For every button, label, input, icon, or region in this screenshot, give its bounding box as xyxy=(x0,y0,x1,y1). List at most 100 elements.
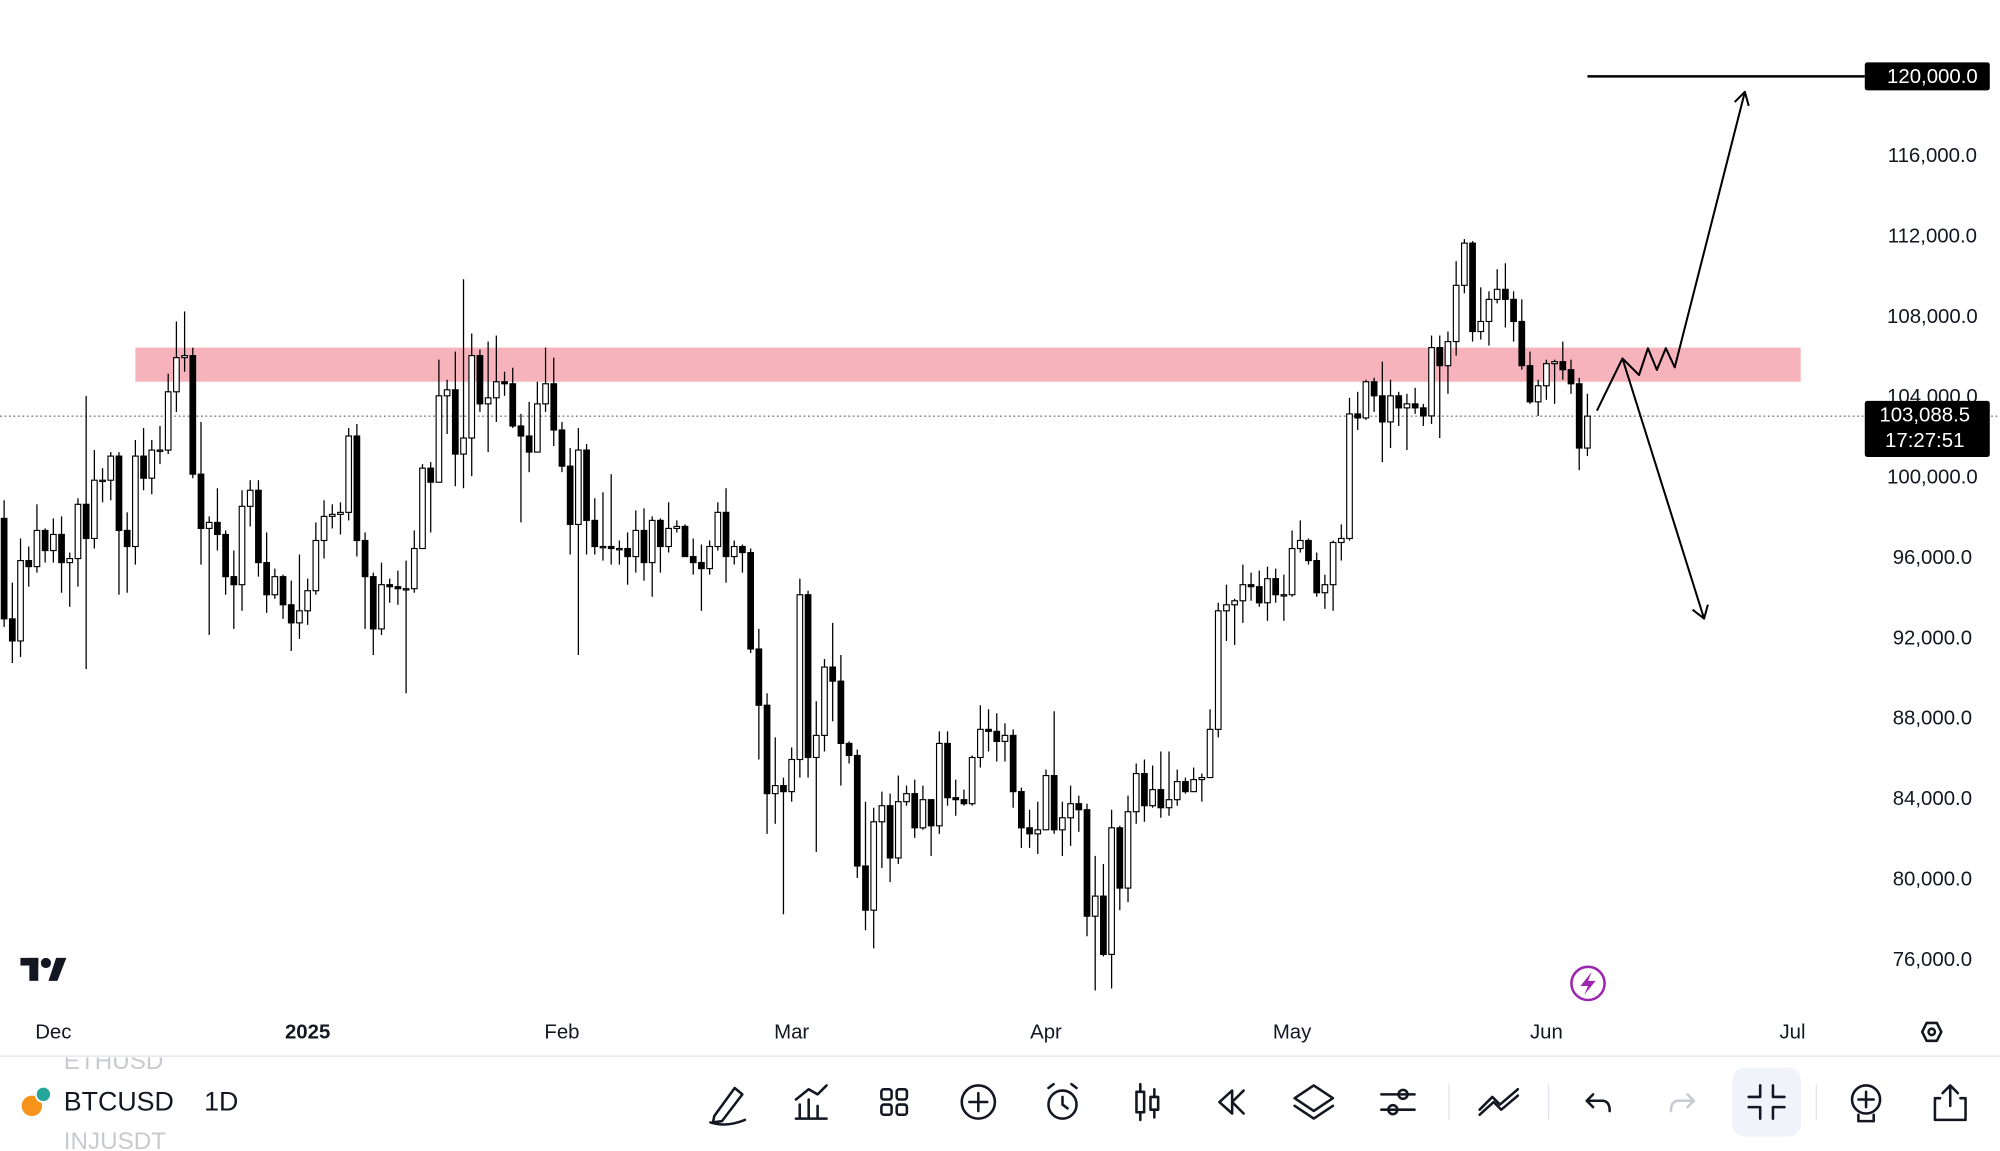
candle-body xyxy=(1419,407,1427,417)
candle-body xyxy=(616,547,623,551)
bearish-path xyxy=(1621,358,1706,619)
candle-body xyxy=(451,389,459,455)
candle-body xyxy=(1124,811,1132,889)
icon-path xyxy=(1047,1082,1078,1110)
candle-body xyxy=(271,576,279,596)
icon-path xyxy=(1397,1088,1409,1101)
candle-body xyxy=(443,389,451,397)
candle-body xyxy=(706,545,713,570)
draw-icon[interactable] xyxy=(709,1086,747,1126)
candle-body xyxy=(1518,320,1526,367)
candle-body xyxy=(1214,610,1222,730)
logo-part xyxy=(20,957,39,966)
ideas-icon[interactable] xyxy=(1850,1084,1882,1123)
candle-body xyxy=(460,437,467,455)
target-label-bg xyxy=(1864,62,1990,91)
symbol: BTCUSD xyxy=(64,1086,174,1116)
share-icon[interactable] xyxy=(1933,1084,1967,1122)
candle-body xyxy=(575,449,582,525)
candle-body xyxy=(337,511,344,515)
icon-path xyxy=(1669,1093,1696,1113)
logo[interactable] xyxy=(20,957,67,981)
add-icon[interactable] xyxy=(960,1084,997,1120)
candle-body xyxy=(263,562,270,596)
candle-body xyxy=(1239,584,1247,602)
flash-icon[interactable] xyxy=(1570,965,1606,1002)
candle-body xyxy=(1485,298,1493,323)
candle-body xyxy=(583,449,590,521)
settings-icon[interactable] xyxy=(1920,1021,1943,1043)
candle-body xyxy=(345,435,353,513)
candle-body xyxy=(58,533,65,564)
icon-path xyxy=(960,1084,997,1120)
candle-body xyxy=(821,666,828,736)
candle-body xyxy=(665,527,672,548)
trend-icon[interactable] xyxy=(1478,1087,1520,1117)
logo-part xyxy=(40,957,52,969)
y-tick-label: 116,000.0 xyxy=(1888,145,1977,167)
symbol-picker[interactable]: ETHUSD BTCUSD INJUSDT xyxy=(64,1048,174,1151)
candle-body xyxy=(1370,381,1378,397)
candle-body xyxy=(1091,895,1099,917)
y-tick-label: 84,000.0 xyxy=(1893,788,1972,810)
candle-body xyxy=(148,449,156,479)
candle-body xyxy=(1460,242,1468,286)
layout-icon[interactable] xyxy=(880,1087,909,1117)
candle-body xyxy=(533,403,541,453)
candle-body xyxy=(41,529,49,552)
candle-body xyxy=(1108,827,1115,955)
candle-body xyxy=(837,680,845,744)
candle-body xyxy=(870,821,878,911)
icon-path xyxy=(1857,1090,1875,1123)
candle-body xyxy=(74,503,82,560)
layers-icon[interactable] xyxy=(1293,1084,1335,1120)
x-tick-label: Dec xyxy=(35,1022,71,1044)
candle-body xyxy=(1247,584,1255,588)
candle-body xyxy=(296,610,303,624)
candle-body xyxy=(509,383,517,427)
candle-body xyxy=(1567,369,1575,385)
replay-icon[interactable] xyxy=(1218,1089,1245,1115)
candle-body xyxy=(33,529,41,568)
candle-body xyxy=(1387,395,1394,423)
candle-body xyxy=(386,584,394,588)
candle-body xyxy=(566,465,574,525)
candle-body xyxy=(1313,560,1321,594)
undo-icon[interactable] xyxy=(1585,1093,1611,1113)
candle-body xyxy=(320,515,328,542)
indicators-icon[interactable] xyxy=(794,1084,828,1120)
candle-body xyxy=(1206,728,1214,779)
candle-body xyxy=(525,435,533,453)
candle-body xyxy=(25,560,33,568)
gear-outline xyxy=(1920,1021,1943,1043)
candle-body xyxy=(492,381,500,399)
candle-body xyxy=(1436,347,1444,367)
candle-body xyxy=(1132,772,1140,813)
candle-body xyxy=(197,473,205,530)
candle-body xyxy=(419,467,426,550)
candle-body xyxy=(903,793,910,803)
icon-path xyxy=(968,1091,989,1113)
candle-body xyxy=(1264,578,1271,604)
chart-type-icon[interactable] xyxy=(1135,1082,1160,1122)
candle-body xyxy=(1042,774,1050,831)
candle-body xyxy=(714,511,722,548)
candle-body xyxy=(698,562,705,570)
interval[interactable]: 1D xyxy=(204,1086,238,1116)
candle-body xyxy=(246,489,254,507)
candle-body xyxy=(862,865,869,911)
candle-body xyxy=(361,539,369,578)
candle-body xyxy=(66,557,74,564)
alert-icon[interactable] xyxy=(1047,1082,1078,1120)
candle-body xyxy=(1493,288,1501,300)
redo-icon[interactable] xyxy=(1669,1093,1696,1113)
candle-body xyxy=(976,728,984,759)
fullscreen-button[interactable] xyxy=(1732,1067,1802,1137)
candle-body xyxy=(0,517,8,620)
candle-body xyxy=(1378,395,1386,423)
candle-body xyxy=(189,355,197,475)
settings-sliders-icon[interactable] xyxy=(1380,1088,1416,1116)
candle-body xyxy=(894,801,902,859)
candle-body xyxy=(17,560,24,642)
candle-body xyxy=(222,533,229,578)
